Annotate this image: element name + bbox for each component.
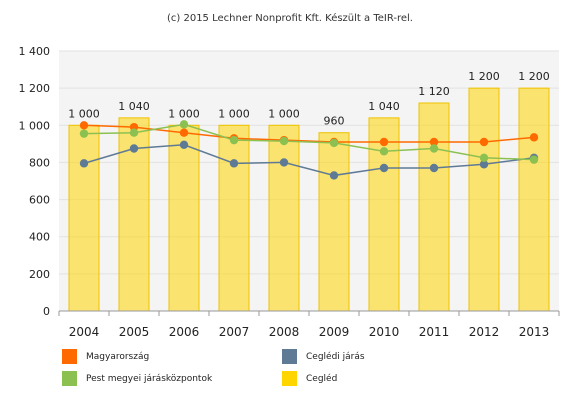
- x-tick-label: 2008: [269, 325, 300, 339]
- chart-credit: (c) 2015 Lechner Nonprofit Kft. Készült …: [166, 13, 413, 24]
- bar-series: [68, 87, 550, 312]
- bar-data-label: 1 000: [268, 107, 300, 120]
- y-tick-label: 800: [29, 156, 50, 169]
- x-tick-label: 2004: [69, 325, 100, 339]
- x-tick-label: 2009: [319, 325, 350, 339]
- series-line-cegledi-jaras: [83, 144, 535, 177]
- x-tick-label: 2010: [369, 325, 400, 339]
- point-cegledi-jaras: [279, 158, 289, 167]
- point-pest-megyei-jaraskozpontok: [279, 136, 289, 146]
- point-pest-megyei-jaraskozpontok: [129, 128, 139, 137]
- legend-item-magyarorszag[interactable]: Magyarország: [62, 349, 149, 364]
- x-tick-label: 2011: [419, 325, 450, 339]
- bar: [168, 124, 200, 312]
- y-tick-label: 600: [29, 194, 50, 207]
- bar-data-label: 1 000: [68, 107, 100, 120]
- point-pest-megyei-jaraskozpontok: [79, 129, 89, 138]
- y-tick-label: 200: [29, 268, 50, 281]
- legend-swatch-pest-megyei: [62, 371, 77, 386]
- data-labels: 1 000 1 040 1 000 1 000 1 000 960 1 040 1 120 1 …: [68, 70, 550, 128]
- series-line-magyarorszag: [83, 124, 535, 143]
- point-magyarorszag: [479, 137, 489, 147]
- legend-swatch-magyarorszag: [62, 349, 77, 364]
- x-tick-label: 2005: [119, 325, 150, 339]
- axes: 0 200 400 600 800 1 000 1 200 1 400 2004 2005 2006…: [19, 45, 560, 339]
- bar-data-label: 1 000: [218, 107, 250, 120]
- point-magyarorszag: [79, 121, 89, 130]
- legend-label-cegled: Cegléd: [306, 373, 338, 384]
- bar: [418, 102, 450, 312]
- line-series: [79, 120, 539, 180]
- point-magyarorszag: [379, 137, 389, 147]
- x-tick-label: 2007: [219, 325, 250, 339]
- point-cegledi-jaras: [479, 160, 489, 169]
- point-magyarorszag: [529, 133, 539, 142]
- y-tick-label: 400: [29, 231, 50, 244]
- legend-label-pest-megyei: Pest megyei járásközpontok: [86, 373, 213, 384]
- bar-data-label: 1 040: [368, 100, 400, 113]
- bar: [268, 124, 300, 312]
- point-pest-megyei-jaraskozpontok: [329, 138, 339, 148]
- chart: 0 200 400 600 800 1 000 1 200 1 400 2004 2005 2006…: [19, 45, 560, 339]
- legend-item-cegledi-jaras[interactable]: Ceglédi járás: [282, 349, 365, 364]
- bar-data-label: 1 200: [518, 70, 550, 83]
- legend-label-magyarorszag: Magyarország: [86, 351, 150, 362]
- point-pest-megyei-jaraskozpontok: [479, 153, 489, 162]
- point-cegledi-jaras: [179, 140, 189, 149]
- point-cegledi-jaras: [379, 163, 389, 173]
- legend-item-cegled[interactable]: Cegléd: [282, 371, 337, 386]
- point-cegledi-jaras: [129, 144, 139, 153]
- point-cegledi-jaras: [229, 159, 239, 168]
- y-tick-label: 1 000: [19, 119, 51, 132]
- series-line-pest-megyei-jaraskozpontok: [83, 123, 535, 161]
- y-tick-label: 1 400: [19, 45, 51, 58]
- bar-data-label: 1 040: [118, 100, 150, 113]
- bar-data-label: 1 200: [468, 70, 500, 83]
- x-tick-label: 2012: [469, 325, 500, 339]
- bar: [218, 124, 250, 312]
- bar: [518, 87, 550, 312]
- legend: Magyarország Ceglédi járás Pest megyei j…: [62, 347, 542, 391]
- bar-data-label: 1 120: [418, 85, 450, 98]
- point-cegledi-jaras: [429, 163, 439, 173]
- point-pest-megyei-jaraskozpontok: [229, 135, 239, 145]
- point-cegledi-jaras: [79, 159, 89, 168]
- bar-data-label: 1 000: [168, 107, 200, 120]
- point-pest-megyei-jaraskozpontok: [429, 144, 439, 153]
- point-cegledi-jaras: [329, 171, 339, 180]
- legend-swatch-cegled: [282, 371, 297, 386]
- point-pest-megyei-jaraskozpontok: [379, 147, 389, 156]
- legend-item-pest-megyei[interactable]: Pest megyei járásközpontok: [62, 371, 212, 386]
- legend-swatch-cegledi-jaras: [282, 349, 297, 364]
- point-magyarorszag: [179, 128, 189, 137]
- x-tick-label: 2006: [169, 325, 200, 339]
- point-pest-megyei-jaraskozpontok: [529, 155, 539, 164]
- bar: [68, 124, 100, 312]
- point-pest-megyei-jaraskozpontok: [179, 120, 189, 129]
- x-tick-label: 2013: [519, 325, 550, 339]
- bar: [468, 87, 500, 312]
- bar: [368, 117, 400, 312]
- point-magyarorszag: [429, 137, 439, 147]
- bar-data-label: 960: [324, 115, 345, 128]
- bar: [318, 132, 350, 312]
- legend-label-cegledi-jaras: Ceglédi járás: [306, 351, 365, 362]
- y-tick-label: 0: [43, 305, 50, 318]
- y-tick-label: 1 200: [19, 82, 51, 95]
